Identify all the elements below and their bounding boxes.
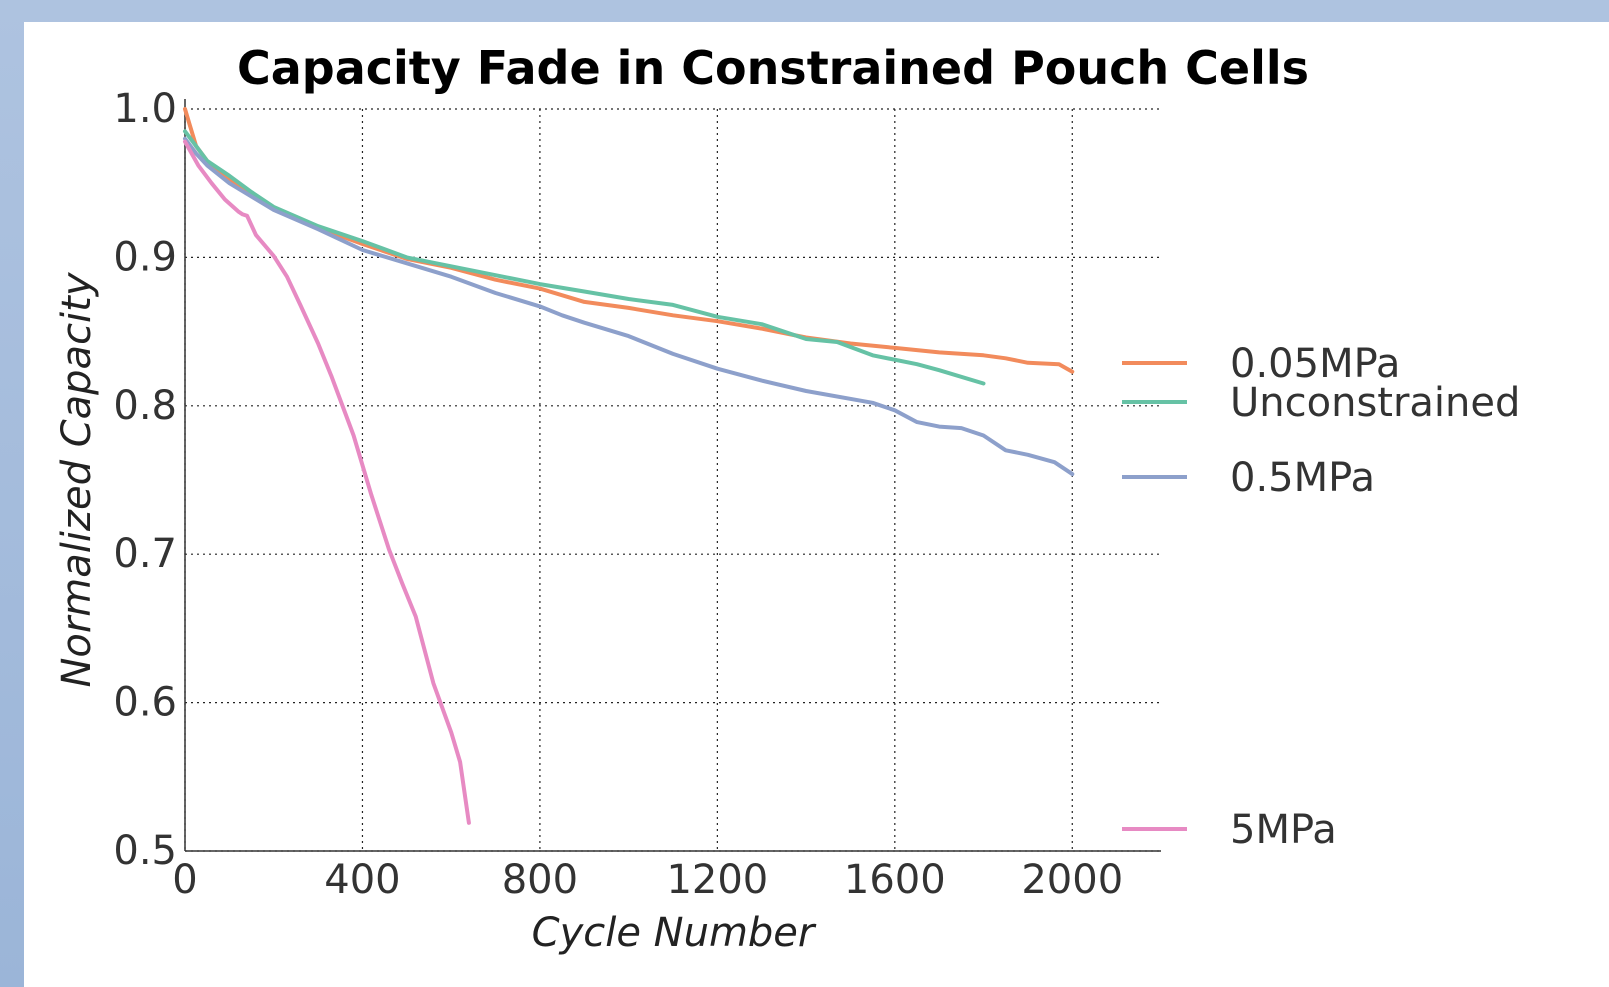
x-tick-label: 0 <box>172 857 197 903</box>
series-line-unconstrained <box>183 129 986 386</box>
x-tick-label: 400 <box>324 857 400 903</box>
y-tick-label: 1.0 <box>113 86 177 132</box>
legend-label: 0.05MPa <box>1230 341 1400 387</box>
legend-label: 0.5MPa <box>1230 455 1375 501</box>
y-tick-label: 0.5 <box>113 828 177 874</box>
capacity-fade-chart: Capacity Fade in Constrained Pouch Cells… <box>54 41 1520 956</box>
legend-label: 5MPa <box>1230 807 1337 853</box>
chart-frame: Capacity Fade in Constrained Pouch Cells… <box>24 22 1609 987</box>
x-axis-label: Cycle Number <box>532 910 817 956</box>
legend-label: Unconstrained <box>1230 380 1520 426</box>
y-tick-label: 0.6 <box>113 680 177 726</box>
series-line-5mpa <box>183 139 471 825</box>
series-line-0.05mpa <box>183 107 1075 374</box>
chart-title: Capacity Fade in Constrained Pouch Cells <box>237 41 1309 95</box>
y-tick-label: 0.8 <box>113 383 177 429</box>
x-tick-label: 2000 <box>1021 857 1123 903</box>
y-axis-label: Normalized Capacity <box>54 271 100 687</box>
y-tick-label: 0.7 <box>113 531 177 577</box>
x-tick-label: 800 <box>502 857 578 903</box>
y-tick-label: 0.9 <box>113 234 177 280</box>
x-tick-label: 1200 <box>666 857 768 903</box>
series-line-0.5mpa <box>183 136 1075 477</box>
x-tick-label: 1600 <box>844 857 946 903</box>
